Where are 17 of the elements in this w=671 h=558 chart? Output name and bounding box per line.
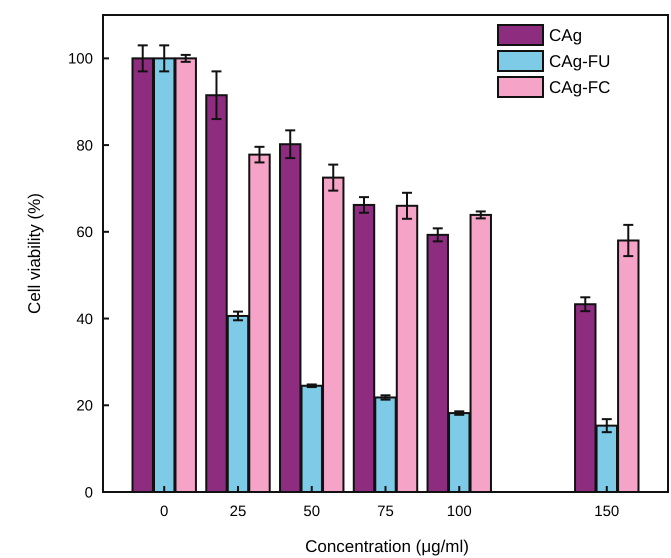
x-tick-label: 75 (377, 503, 394, 520)
x-tick-label: 100 (446, 503, 472, 520)
y-tick-label: 40 (76, 310, 93, 328)
x-tick-label: 0 (160, 503, 168, 520)
legend-label: CAg-FU (549, 52, 610, 71)
x-tick-label: 150 (594, 503, 620, 520)
legend-label: CAg-FC (549, 78, 610, 97)
y-axis-title: Cell viability (%) (25, 193, 44, 314)
x-tick-label: 25 (230, 503, 246, 520)
y-tick-label: 20 (76, 398, 93, 415)
y-tick-label: 0 (84, 484, 93, 502)
y-tick-label: 60 (76, 224, 93, 242)
x-tick-label: 50 (303, 503, 320, 520)
y-tick-label: 100 (68, 50, 93, 68)
y-tick-label: 80 (76, 137, 93, 154)
legend-label: CAg (549, 26, 582, 45)
x-axis-title: Concentration (μg/ml) (305, 537, 469, 556)
